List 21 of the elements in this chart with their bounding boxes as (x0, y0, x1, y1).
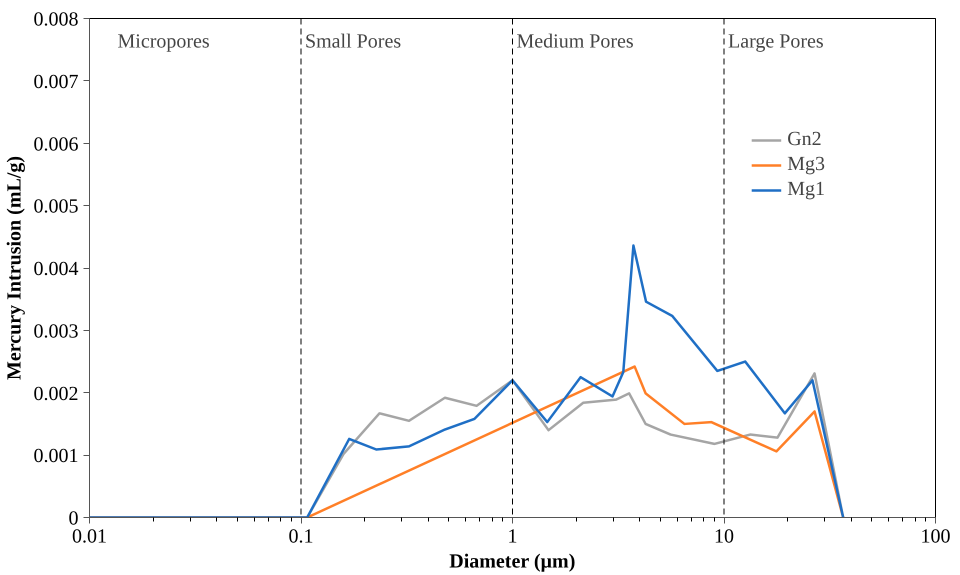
x-tick-label: 100 (920, 526, 950, 548)
y-tick-label: 0.003 (34, 320, 78, 342)
y-tick-label: 0.001 (34, 445, 78, 468)
annotation: Large Pores (728, 30, 824, 52)
x-tick-label: 1 (508, 526, 518, 548)
x-tick-label: 10 (714, 526, 734, 548)
annotation: Medium Pores (516, 30, 634, 52)
annotation: Small Pores (305, 30, 402, 52)
x-axis-title: Diameter (µm) (449, 550, 576, 572)
y-tick-label: 0.008 (34, 8, 78, 30)
y-axis-title: Mercury Intrusion (mL/g) (4, 156, 26, 380)
y-tick-label: 0.004 (34, 258, 78, 280)
legend-label: Mg1 (787, 178, 825, 201)
x-tick-label: 0.1 (288, 526, 314, 548)
legend-label: Mg3 (787, 153, 825, 176)
y-tick-label: 0.006 (34, 133, 78, 156)
y-tick-label: 0.002 (34, 382, 78, 405)
legend-label: Gn2 (787, 128, 822, 151)
y-tick-label: 0.007 (34, 70, 78, 93)
y-tick-label: 0.005 (34, 196, 78, 218)
annotation: Micropores (118, 30, 210, 52)
